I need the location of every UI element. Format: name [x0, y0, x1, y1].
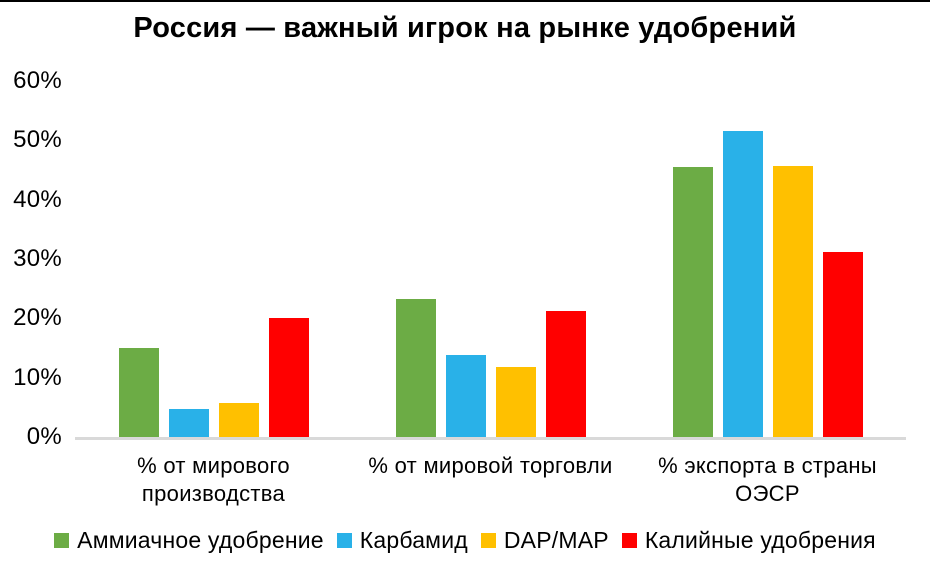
- y-tick-label: 60%: [13, 67, 62, 94]
- y-tick-label: 20%: [13, 304, 62, 332]
- bar: [722, 131, 763, 437]
- y-tick-label: 50%: [13, 126, 62, 154]
- x-axis-line: [75, 437, 906, 440]
- bar: [395, 299, 436, 437]
- y-tick-label: 10%: [13, 363, 62, 391]
- legend-label: Аммиачное удобрение: [77, 527, 324, 553]
- legend-label: Карбамид: [359, 527, 468, 553]
- x-category-label: % экспорта в страны ОЭСР: [658, 453, 877, 506]
- bar: [495, 366, 536, 437]
- legend-swatch-icon: [621, 533, 637, 548]
- chart-title: Россия — важный игрок на рынке удобрений: [133, 12, 797, 44]
- bar: [118, 348, 159, 437]
- legend-item: Карбамид: [336, 527, 468, 554]
- bar: [672, 167, 713, 437]
- bar: [772, 165, 813, 437]
- bar: [445, 355, 486, 437]
- legend-item: DAP/MAP: [480, 527, 609, 554]
- y-tick-label: 0%: [26, 423, 62, 450]
- legend-swatch-icon: [54, 533, 70, 548]
- y-tick-label: 30%: [13, 245, 62, 272]
- bar: [268, 318, 309, 437]
- bar: [218, 402, 259, 437]
- bar: [822, 251, 863, 437]
- bar: [545, 311, 586, 437]
- top-border: [0, 0, 930, 2]
- legend-item: Калийные удобрения: [621, 527, 876, 554]
- legend: Аммиачное удобрение Карбамид DAP/MAP Калийн…: [0, 527, 930, 554]
- legend-label: Калийные удобрения: [644, 527, 876, 553]
- legend-swatch-icon: [336, 533, 352, 548]
- legend-label: DAP/MAP: [503, 527, 609, 553]
- x-category-label: % от мировой торговли: [368, 453, 613, 478]
- legend-swatch-icon: [480, 533, 496, 548]
- legend-item: Аммиачное удобрение: [54, 527, 324, 554]
- x-category-label: % от мирового производства: [137, 453, 290, 506]
- bar: [168, 408, 209, 437]
- y-tick-label: 40%: [13, 185, 62, 213]
